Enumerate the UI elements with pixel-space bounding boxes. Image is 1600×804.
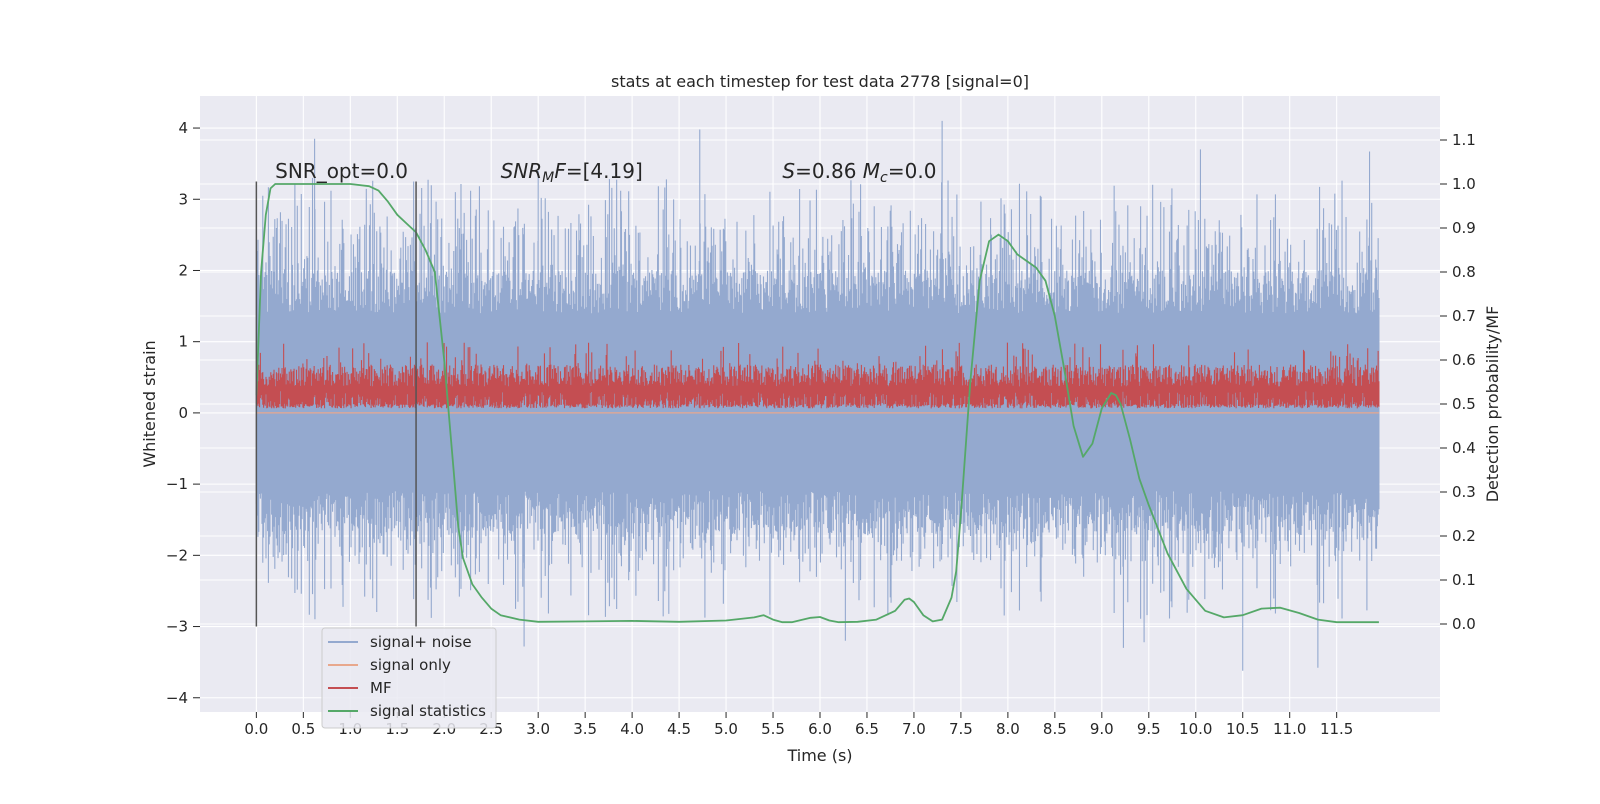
y2-tick-label: 0.7 bbox=[1452, 307, 1476, 325]
y2-tick-label: 0.6 bbox=[1452, 351, 1476, 369]
snr-annotation: S=0.86 Mc =0.0 bbox=[782, 159, 936, 186]
x-tick-label: 9.0 bbox=[1090, 720, 1114, 738]
x-tick-label: 11.0 bbox=[1273, 720, 1306, 738]
y2-tick-label: 0.2 bbox=[1452, 527, 1476, 545]
x-tick-label: 10.0 bbox=[1179, 720, 1212, 738]
chart-title: stats at each timestep for test data 277… bbox=[611, 72, 1029, 91]
x-tick-label: 3.0 bbox=[526, 720, 550, 738]
legend-label: signal statistics bbox=[370, 702, 486, 720]
y-tick-label: −2 bbox=[166, 546, 188, 564]
x-tick-label: 7.0 bbox=[902, 720, 926, 738]
x-tick-label: 6.0 bbox=[808, 720, 832, 738]
y2-tick-label: 0.9 bbox=[1452, 219, 1476, 237]
x-tick-label: 9.5 bbox=[1137, 720, 1161, 738]
x-tick-label: 8.0 bbox=[996, 720, 1020, 738]
y-tick-label: −3 bbox=[166, 618, 188, 636]
legend: signal+ noise signal only MF signal statist… bbox=[321, 627, 497, 729]
y-axis-left: −4 −3 −2 −1 0 1 2 3 4 bbox=[166, 119, 200, 707]
x-tick-label: 5.0 bbox=[714, 720, 738, 738]
x-tick-label: 4.0 bbox=[620, 720, 644, 738]
y-tick-label: −4 bbox=[166, 689, 188, 707]
y-axis-label: Whitened strain bbox=[140, 340, 159, 467]
x-tick-label: 4.5 bbox=[667, 720, 691, 738]
x-tick-label: 5.5 bbox=[761, 720, 785, 738]
y2-tick-label: 0.8 bbox=[1452, 263, 1476, 281]
x-tick-label: 3.5 bbox=[573, 720, 597, 738]
x-tick-label: 0.5 bbox=[291, 720, 315, 738]
y-axis-right: 0.0 0.1 0.2 0.3 0.4 0.5 0.6 0.7 0.8 0.9 1.0 1.1 bbox=[1440, 131, 1476, 633]
annotations: SNR_opt=0.0 SNRM F=[4.19] S=0.86 Mc =0.0 bbox=[275, 159, 936, 186]
y-tick-label: 3 bbox=[178, 190, 188, 208]
y2-tick-label: 0.3 bbox=[1452, 483, 1476, 501]
y2-tick-label: 0.5 bbox=[1452, 395, 1476, 413]
x-tick-label: 10.5 bbox=[1226, 720, 1259, 738]
x-tick-label: 11.5 bbox=[1320, 720, 1353, 738]
y-tick-label: −1 bbox=[166, 475, 188, 493]
y2-tick-label: 0.4 bbox=[1452, 439, 1476, 457]
x-tick-label: 8.5 bbox=[1043, 720, 1067, 738]
y2-tick-label: 1.0 bbox=[1452, 175, 1476, 193]
x-tick-label: 6.5 bbox=[855, 720, 879, 738]
y-tick-label: 1 bbox=[178, 333, 188, 351]
y2-tick-label: 0.0 bbox=[1452, 615, 1476, 633]
y2-axis-label: Detection probability/MF bbox=[1483, 306, 1502, 503]
snr-annotation: SNR_opt=0.0 bbox=[275, 159, 408, 183]
marker-lines bbox=[255, 181, 417, 627]
x-axis-label: Time (s) bbox=[786, 746, 852, 765]
legend-label: MF bbox=[370, 679, 392, 697]
y2-tick-label: 0.1 bbox=[1452, 571, 1476, 589]
y2-tick-label: 1.1 bbox=[1452, 131, 1476, 149]
y-tick-label: 0 bbox=[178, 404, 188, 422]
x-tick-label: 7.5 bbox=[949, 720, 973, 738]
legend-box bbox=[321, 627, 497, 729]
y-tick-label: 4 bbox=[178, 119, 188, 137]
legend-label: signal+ noise bbox=[370, 633, 472, 651]
legend-label: signal only bbox=[370, 656, 451, 674]
snr-annotation: SNRM F=[4.19] bbox=[501, 159, 643, 186]
x-tick-label: 0.0 bbox=[244, 720, 268, 738]
y-tick-label: 2 bbox=[178, 261, 188, 279]
